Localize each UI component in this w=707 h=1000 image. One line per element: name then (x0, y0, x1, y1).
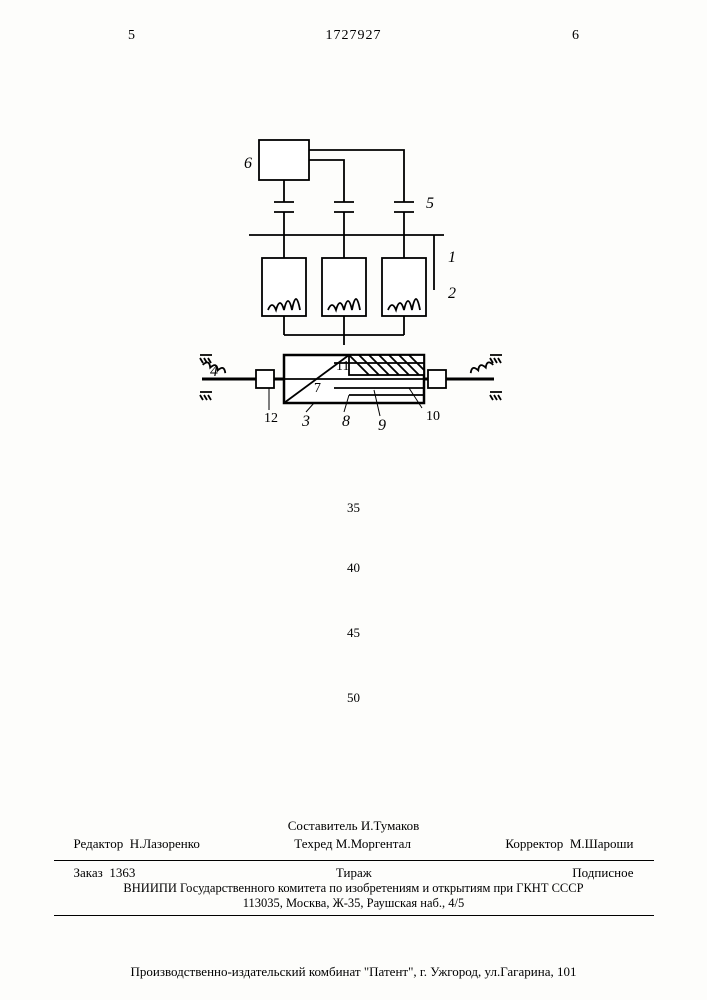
divider-2 (54, 915, 654, 916)
page: 5 1727927 6 (0, 0, 707, 1000)
fig-label-11: 11 (336, 359, 349, 374)
line-tick-50: 50 (347, 690, 360, 706)
editor-label: Редактор (74, 836, 124, 851)
order-num: 1363 (109, 865, 135, 880)
org-addr: 113035, Москва, Ж-35, Раушская наб., 4/5 (0, 896, 707, 911)
fig-label-1: 1 (448, 249, 456, 266)
footer-line-credits: Редактор Н.Лазоренко Техред М.Моргентал … (74, 836, 634, 852)
divider-1 (54, 860, 654, 861)
fig-label-3: 3 (301, 413, 310, 430)
fig-label-9: 9 (378, 417, 386, 434)
line-tick-40: 40 (347, 560, 360, 576)
column-number-left: 5 (128, 28, 135, 44)
tech-name: М.Моргентал (336, 836, 411, 851)
fig-label-5: 5 (426, 195, 434, 212)
org-line: ВНИИПИ Государственного комитета по изоб… (0, 881, 707, 896)
tirage-label: Тираж (336, 865, 372, 881)
composer-name: И.Тумаков (361, 818, 419, 833)
order-label: Заказ (74, 865, 103, 880)
footer: Составитель И.Тумаков Редактор Н.Лазорен… (0, 818, 707, 920)
footer-line-order: Заказ 1363 Тираж Подписное (74, 865, 634, 881)
tech-label: Техред (294, 836, 332, 851)
corrector-name: М.Шароши (570, 836, 634, 851)
fig-label-8: 8 (342, 413, 350, 430)
column-number-right: 6 (572, 28, 579, 44)
subscription-label: Подписное (572, 865, 633, 881)
fig-label-4: 4 (210, 363, 218, 380)
editor-name: Н.Лазоренко (130, 836, 200, 851)
line-tick-45: 45 (347, 625, 360, 641)
fig-label-6: 6 (244, 155, 252, 172)
figure: 6 5 1 2 4 11 7 12 3 8 9 10 (194, 130, 514, 465)
corrector-label: Корректор (505, 836, 563, 851)
line-tick-35: 35 (347, 500, 360, 516)
fig-label-2: 2 (448, 285, 456, 302)
composer-label: Составитель (288, 818, 358, 833)
production-line: Производственно-издательский комбинат "П… (0, 964, 707, 980)
fig-label-10: 10 (426, 409, 440, 424)
fig-label-7: 7 (314, 381, 321, 396)
patent-number: 1727927 (326, 28, 382, 44)
fig-label-12: 12 (264, 411, 278, 426)
schematic-svg: 6 5 1 2 4 11 7 12 3 8 9 10 (194, 130, 514, 460)
